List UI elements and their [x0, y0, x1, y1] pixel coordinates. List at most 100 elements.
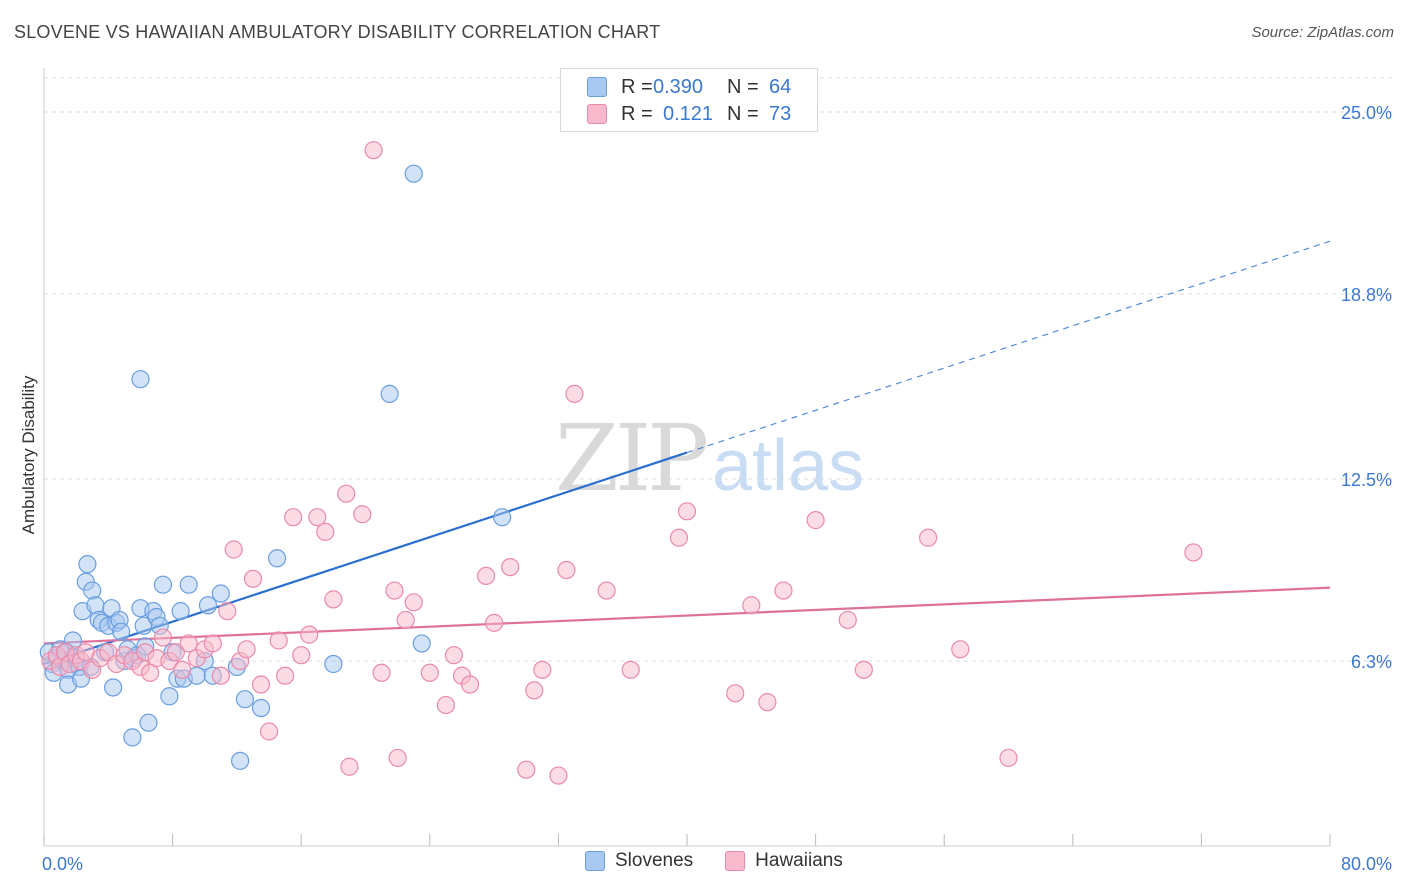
- slovene-point: [198, 596, 218, 615]
- hawaiian-point: [179, 634, 198, 653]
- hawaiian-point: [726, 684, 745, 703]
- legend-row-slovenes: R = 0.390 N = 64: [587, 74, 791, 100]
- hawaiian-point: [677, 502, 697, 521]
- slovene-point: [231, 751, 250, 770]
- hawaiian-point: [919, 528, 938, 547]
- slovene-point: [267, 549, 287, 568]
- hawaiian-point: [420, 663, 439, 682]
- hawaiian-point: [292, 646, 311, 665]
- r-value: 0.121: [663, 102, 714, 125]
- hawaiian-point: [774, 581, 793, 600]
- hawaiian-point: [565, 384, 584, 403]
- hawaiian-point: [324, 590, 343, 609]
- y-tick-label: 6.3%: [1351, 652, 1392, 672]
- hawaiian-point: [485, 613, 504, 632]
- hawaiian-point: [742, 596, 761, 615]
- slovene-point: [211, 584, 230, 603]
- hawaiian-point: [300, 625, 319, 644]
- hawaiian-point: [436, 695, 455, 715]
- r-label: R =: [621, 102, 653, 125]
- r-value: 0.390: [653, 75, 704, 98]
- slovene-point: [412, 634, 431, 653]
- hawaiian-point: [218, 602, 237, 621]
- slovene-point: [78, 555, 97, 574]
- hawaiian-point: [308, 508, 327, 527]
- hawaiian-point: [269, 631, 288, 650]
- hawaiian-point: [316, 522, 335, 541]
- correlation-legend: R = 0.390 N = 64 R = 0.121 N = 73: [560, 68, 818, 132]
- hawaiian-point: [838, 610, 857, 630]
- slovenes-legend-label: Slovenes: [615, 850, 694, 871]
- slovene-point: [139, 713, 158, 732]
- x-tick-label: 0.0%: [42, 854, 83, 874]
- n-label: N =: [727, 102, 759, 125]
- slovenes-swatch: [587, 77, 607, 97]
- hawaiian-point: [337, 484, 356, 503]
- y-axis-label: Ambulatory Disability: [19, 375, 38, 534]
- hawaiian-point: [224, 540, 243, 559]
- hawaiian-point: [364, 141, 383, 160]
- tick-labels: 6.3% 12.5% 18.8% 25.0% 0.0% 80.0%: [42, 103, 1392, 874]
- source-label: Source: ZipAtlas.com: [1251, 24, 1394, 41]
- watermark-zip: ZIP: [555, 405, 706, 512]
- r-label: R =: [621, 75, 653, 98]
- y-tick-label: 25.0%: [1341, 103, 1392, 123]
- hawaiian-point: [621, 660, 640, 679]
- hawaiian-point: [525, 681, 544, 700]
- hawaiian-point: [669, 528, 689, 547]
- n-value: 64: [769, 75, 792, 98]
- slovene-point: [380, 384, 399, 403]
- trend-lines: [43, 240, 1331, 666]
- hawaiian-point: [243, 569, 263, 588]
- hawaiian-point: [460, 675, 480, 694]
- hawaiian-point: [372, 663, 391, 682]
- slovene-point: [86, 596, 105, 615]
- legend-item-slovenes: Slovenes: [585, 850, 693, 872]
- slovene-point: [131, 370, 150, 389]
- slovene-point: [123, 728, 142, 747]
- hawaiian-point: [251, 675, 271, 694]
- hawaiian-point: [385, 581, 404, 600]
- slovene-point: [104, 678, 123, 697]
- hawaiian-point: [203, 634, 222, 653]
- hawaiian-point: [999, 748, 1018, 768]
- hawaiian-point: [854, 660, 873, 679]
- slovenes-trend-extension: [686, 240, 1331, 454]
- hawaiian-point: [259, 722, 279, 741]
- hawaiian-point: [533, 660, 552, 679]
- hawaiian-point: [517, 760, 536, 779]
- hawaiian-point: [501, 557, 520, 577]
- chart-title: SLOVENE VS HAWAIIAN AMBULATORY DISABILIT…: [14, 22, 661, 42]
- data-points: [39, 141, 1203, 785]
- slovene-point: [160, 687, 179, 706]
- hawaiian-point: [340, 757, 359, 776]
- slovene-point: [171, 602, 190, 621]
- hawaiian-point: [211, 666, 230, 685]
- hawaiian-point: [1184, 543, 1203, 562]
- watermark: ZIP atlas: [555, 405, 864, 512]
- hawaiians-swatch: [587, 104, 607, 124]
- slovene-point: [493, 508, 512, 527]
- legend-item-hawaiians: Hawaiians: [725, 850, 843, 872]
- slovene-point: [324, 654, 343, 674]
- hawaiians-legend-label: Hawaiians: [755, 850, 843, 871]
- slovene-point: [235, 690, 255, 709]
- hawaiian-point: [597, 581, 616, 600]
- slovenes-legend-swatch: [585, 851, 605, 871]
- hawaiian-point: [951, 640, 970, 659]
- hawaiian-point: [388, 748, 407, 768]
- hawaiian-point: [444, 646, 464, 665]
- y-tick-label: 12.5%: [1341, 470, 1392, 490]
- slovene-point: [251, 698, 271, 718]
- hawaiian-point: [284, 508, 303, 527]
- hawaiian-point: [806, 511, 825, 530]
- watermark-atlas: atlas: [712, 426, 864, 506]
- axes: [43, 68, 1331, 847]
- hawaiian-point: [758, 693, 777, 712]
- hawaiian-point: [549, 766, 568, 785]
- slovene-point: [153, 575, 173, 594]
- hawaiian-point: [237, 640, 256, 659]
- legend-row-hawaiians: R = 0.121 N = 73: [587, 101, 791, 127]
- hawaiian-point: [166, 643, 185, 662]
